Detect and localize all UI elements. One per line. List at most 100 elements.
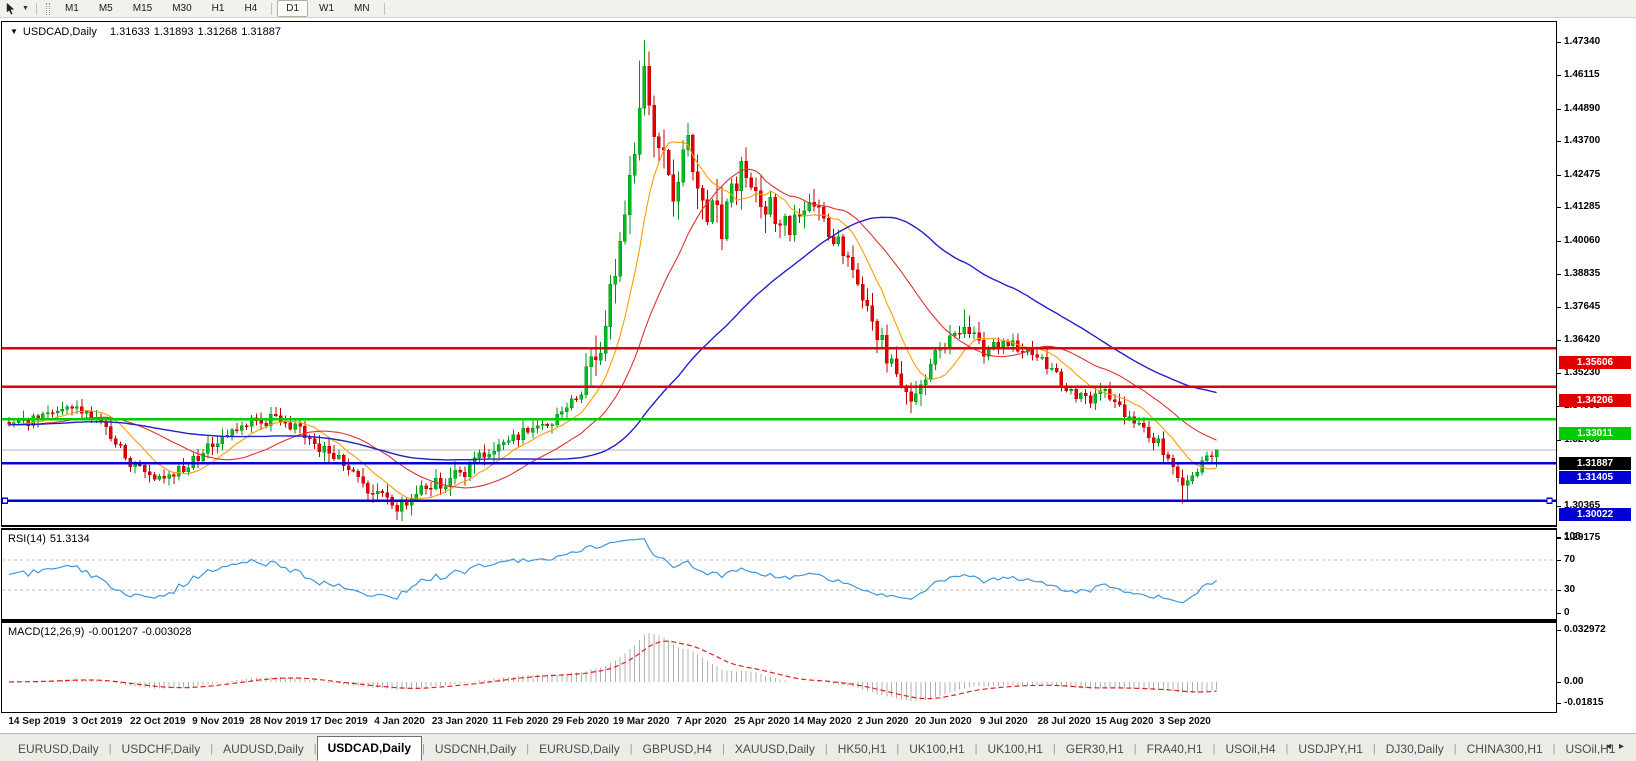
macd-signal-value: -0.003028 — [141, 626, 192, 638]
chart-tab-dj30-daily[interactable]: DJ30,Daily — [1385, 742, 1444, 756]
panel-divider[interactable] — [1, 526, 1557, 529]
chart-tab-usdcnh-daily[interactable]: USDCNH,Daily — [434, 742, 517, 756]
price-tick — [1557, 340, 1561, 341]
macd-name: MACD(12,26,9) — [8, 626, 85, 638]
timeframe-toolbar: ▼ M1 M5 M15 M30 H1 H4 D1 W1 MN — [0, 0, 1636, 18]
tab-separator: | — [629, 743, 633, 755]
cursor-tool-icon[interactable] — [4, 2, 17, 15]
chart-tab-xauusd-daily[interactable]: XAUUSD,Daily — [734, 742, 815, 756]
timeframe-group: M1 M5 M15 M30 H1 H4 — [55, 0, 267, 17]
tab-separator: | — [108, 743, 112, 755]
chart-tab-eurusd-daily[interactable]: EURUSD,Daily — [539, 742, 620, 756]
tab-separator: | — [824, 743, 828, 755]
tab-separator: | — [1285, 743, 1289, 755]
chart-tab-usdcad-daily[interactable]: USDCAD,Daily — [316, 736, 422, 761]
timeframe-button-d1[interactable]: D1 — [277, 0, 309, 17]
chart-tab-uk100-h1[interactable]: UK100,H1 — [987, 742, 1043, 756]
ohlc-open: 1.31633 — [109, 26, 150, 38]
chart-tab-hk50-h1[interactable]: HK50,H1 — [837, 742, 887, 756]
chart-tab-audusd-daily[interactable]: AUDUSD,Daily — [223, 742, 304, 756]
timeframe-button-h4[interactable]: H4 — [244, 3, 258, 14]
level-price-label: 1.35606 — [1559, 356, 1631, 369]
timeframe-button-m1[interactable]: M1 — [64, 3, 79, 14]
tab-separator: | — [526, 743, 530, 755]
date-label: 9 Nov 2019 — [192, 716, 245, 727]
rsi-tick — [1557, 613, 1561, 614]
timeframe-group: D1 W1 MN — [276, 0, 379, 17]
chart-tab-usdjpy-h1[interactable]: USDJPY,H1 — [1298, 742, 1363, 756]
macd-tick-label: -0.01815 — [1564, 697, 1604, 708]
timeframe-button-h1[interactable]: H1 — [211, 3, 225, 14]
chart-tab-usoil-h4[interactable]: USOil,H4 — [1225, 742, 1276, 756]
chart-symbol: USDCAD,Daily — [22, 26, 97, 38]
toolbar-separator — [35, 2, 37, 15]
toolbar-separator — [383, 2, 385, 15]
date-label: 22 Oct 2019 — [130, 716, 186, 727]
rsi-canvas[interactable] — [2, 530, 1556, 619]
macd-tick — [1557, 703, 1561, 704]
chart-tab-usdchf-daily[interactable]: USDCHF,Daily — [121, 742, 201, 756]
date-label: 17 Dec 2019 — [310, 716, 368, 727]
macd-label: MACD(12,26,9) -0.001207 -0.003028 — [8, 626, 196, 638]
date-axis[interactable]: 14 Sep 2019 3 Oct 2019 22 Oct 2019 9 Nov 20… — [0, 714, 1636, 732]
chart-tab-china300-h1[interactable]: CHINA300,H1 — [1466, 742, 1543, 756]
toolbar-separator — [271, 2, 273, 15]
rsi-tick — [1557, 560, 1561, 561]
price-tick — [1557, 538, 1561, 539]
tab-separator: | — [422, 743, 425, 755]
price-tick-label: 1.43700 — [1564, 135, 1601, 146]
date-label: 7 Apr 2020 — [676, 716, 727, 727]
timeframe-button-mn[interactable]: MN — [354, 3, 370, 14]
price-axis[interactable]: 1.47340 1.46115 1.44890 1.43700 1.42475 1.412… — [1557, 21, 1636, 713]
date-label: 3 Sep 2020 — [1159, 716, 1211, 727]
chart-tab-gbpusd-h4[interactable]: GBPUSD,H4 — [642, 742, 712, 756]
date-label: 28 Jul 2020 — [1037, 716, 1091, 727]
date-label: 20 Jun 2020 — [914, 716, 972, 727]
tab-separator: | — [896, 743, 900, 755]
tab-scroll-left-icon[interactable]: ◂ — [1605, 741, 1619, 752]
level-price-label: 1.34206 — [1559, 394, 1631, 407]
price-tick — [1557, 207, 1561, 208]
tab-separator: | — [1052, 743, 1056, 755]
timeframe-button-m15[interactable]: M15 — [132, 3, 153, 14]
macd-canvas[interactable] — [2, 623, 1556, 712]
tab-separator: | — [974, 743, 978, 755]
rsi-name: RSI(14) — [8, 533, 46, 545]
price-tick-label: 1.30365 — [1564, 500, 1601, 511]
chart-tab-ger30-h1[interactable]: GER30,H1 — [1065, 742, 1124, 756]
price-tick — [1557, 373, 1561, 374]
chart-tab-fra40-h1[interactable]: FRA40,H1 — [1146, 742, 1203, 756]
price-tick-label: 1.37645 — [1564, 301, 1601, 312]
price-tick — [1557, 175, 1561, 176]
tab-scrollers: ◂▸ — [1606, 741, 1632, 752]
tab-separator: | — [1552, 743, 1556, 755]
tab-separator: | — [313, 743, 317, 755]
panel-divider[interactable] — [1, 620, 1557, 622]
tab-scroll-right-icon[interactable]: ▸ — [1618, 741, 1632, 752]
cursor-tool-dropdown-icon[interactable]: ▼ — [22, 5, 29, 12]
bid-price-label: 1.31887 — [1559, 457, 1631, 470]
date-label: 11 Feb 2020 — [492, 716, 549, 727]
toolbar-grip — [45, 2, 50, 15]
date-label: 19 Mar 2020 — [612, 716, 670, 727]
price-tick-label: 1.44890 — [1564, 103, 1601, 114]
timeframe-button-m30[interactable]: M30 — [172, 3, 192, 14]
chart-tab-uk100-h1[interactable]: UK100,H1 — [909, 742, 965, 756]
rsi-panel: RSI(14) 51.3134 — [1, 529, 1557, 620]
rsi-value: 51.3134 — [49, 533, 90, 545]
price-tick — [1557, 307, 1561, 308]
chart-tab-eurusd-daily[interactable]: EURUSD,Daily — [18, 742, 99, 756]
chart-tab-usoil-h1[interactable]: USOil,H1 — [1565, 742, 1616, 756]
rsi-label: RSI(14) 51.3134 — [8, 533, 94, 545]
timeframe-button-m5[interactable]: M5 — [98, 3, 113, 14]
timeframe-button-w1[interactable]: W1 — [319, 3, 335, 14]
chart-collapse-icon[interactable]: ▼ — [10, 27, 18, 36]
date-label: 14 May 2020 — [793, 716, 852, 727]
price-chart-canvas[interactable] — [2, 22, 1556, 525]
date-label: 4 Jan 2020 — [374, 716, 425, 727]
price-tick-label: 1.38835 — [1564, 268, 1601, 279]
price-tick — [1557, 141, 1561, 142]
ohlc-high: 1.31893 — [153, 26, 194, 38]
macd-tick — [1557, 630, 1561, 631]
chart-title: ▼ USDCAD,Daily 1.31633 1.31893 1.31268 1.318… — [10, 26, 285, 38]
